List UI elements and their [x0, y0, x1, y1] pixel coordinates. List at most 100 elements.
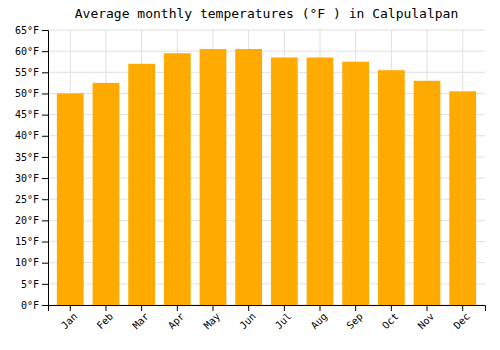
- bar: [57, 93, 84, 305]
- x-tick: Jul: [273, 305, 294, 331]
- y-tick-label: 65°F: [15, 25, 39, 36]
- x-tick-label: Apr: [166, 311, 187, 332]
- x-tick-label: Mar: [130, 311, 151, 332]
- y-tick: 50°F: [15, 88, 48, 99]
- grid-line-y: [48, 30, 485, 31]
- x-tick-mark: [462, 305, 463, 311]
- x-tick-mark: [70, 305, 71, 311]
- y-tick-label: 50°F: [15, 88, 39, 99]
- x-tick-mark: [391, 305, 392, 311]
- y-tick-label: 15°F: [15, 236, 39, 247]
- y-tick-label: 35°F: [15, 152, 39, 163]
- x-tick-mark: [177, 305, 178, 311]
- x-axis-line: [49, 306, 486, 312]
- x-tick: Mar: [130, 305, 151, 331]
- y-tick: 55°F: [15, 67, 48, 78]
- y-tick-mark: [42, 263, 48, 264]
- bar: [200, 49, 227, 305]
- x-tick: Sep: [344, 305, 365, 331]
- y-tick-mark: [42, 178, 48, 179]
- x-tick-label: Feb: [95, 311, 116, 332]
- y-tick-label: 55°F: [15, 67, 39, 78]
- y-axis: 0°F 5°F 10°F 15°F 20°F 25°F 30°F 35°F 40°F 45°F 50…: [15, 25, 49, 311]
- grid: [48, 30, 485, 305]
- x-tick-mark: [320, 305, 321, 311]
- y-tick-mark: [42, 93, 48, 94]
- y-tick: 40°F: [15, 130, 48, 141]
- x-tick-label: May: [202, 311, 223, 332]
- y-tick-mark: [42, 220, 48, 221]
- title: Average monthly temperatures (°F ) in Ca…: [75, 6, 459, 21]
- y-tick-mark: [42, 242, 48, 243]
- y-tick-label: 30°F: [15, 173, 39, 184]
- y-tick: 20°F: [15, 215, 48, 226]
- y-tick-mark: [42, 199, 48, 200]
- y-tick-label: 20°F: [15, 215, 39, 226]
- chart: 0°F 5°F 10°F 15°F 20°F 25°F 30°F 35°F 40°F 45°F 50…: [0, 0, 500, 350]
- x-tick: Jun: [237, 305, 258, 331]
- bar: [414, 81, 441, 305]
- y-tick-mark: [42, 305, 48, 306]
- x-tick-label: Sep: [344, 311, 365, 332]
- y-tick: 35°F: [15, 152, 48, 163]
- y-tick-mark: [42, 115, 48, 116]
- y-tick: 15°F: [15, 236, 48, 247]
- grid-line-y: [48, 72, 485, 73]
- bar: [271, 58, 298, 306]
- y-tick-mark: [42, 157, 48, 158]
- x-tick-label: Jan: [59, 311, 80, 332]
- bar: [342, 62, 369, 305]
- y-tick: 60°F: [15, 46, 48, 57]
- y-tick: 65°F: [15, 25, 48, 36]
- y-tick-label: 5°F: [21, 279, 39, 290]
- x-tick-mark: [427, 305, 428, 311]
- bars: [57, 49, 476, 305]
- x-axis: Jan Feb Mar Apr May Jun Jul Aug Sep Oct Nov Dec: [49, 305, 486, 331]
- y-tick: 30°F: [15, 173, 48, 184]
- x-tick-label: Jul: [273, 311, 294, 332]
- y-tick: 5°F: [21, 279, 48, 290]
- x-tick-label: Nov: [416, 311, 437, 332]
- bar: [378, 70, 405, 305]
- x-tick: Apr: [166, 305, 187, 331]
- y-tick: 25°F: [15, 194, 48, 205]
- bar: [235, 49, 262, 305]
- x-tick-mark: [212, 305, 213, 311]
- x-tick: Aug: [309, 305, 330, 331]
- x-tick-label: Dec: [451, 311, 472, 332]
- y-tick: 10°F: [15, 257, 48, 268]
- y-tick: 45°F: [15, 109, 48, 120]
- grid-line-y: [48, 51, 485, 52]
- y-tick-mark: [42, 136, 48, 137]
- x-tick-mark: [284, 305, 285, 311]
- y-tick-label: 40°F: [15, 130, 39, 141]
- x-tick-label: Jun: [237, 311, 258, 332]
- y-axis-line: [42, 31, 49, 306]
- bar: [164, 53, 191, 305]
- x-tick: Jan: [59, 305, 80, 331]
- bar: [93, 83, 120, 305]
- x-tick: Oct: [380, 305, 401, 331]
- plot: 0°F 5°F 10°F 15°F 20°F 25°F 30°F 35°F 40°F 45°F 50…: [15, 25, 486, 332]
- x-tick: Feb: [95, 305, 116, 331]
- y-tick-mark: [42, 51, 48, 52]
- bar: [307, 58, 334, 306]
- y-tick-label: 60°F: [15, 46, 39, 57]
- x-tick: May: [202, 305, 223, 331]
- x-tick-label: Aug: [309, 311, 330, 332]
- x-tick-mark: [248, 305, 249, 311]
- y-tick-mark: [42, 72, 48, 73]
- x-tick-label: Oct: [380, 311, 401, 332]
- x-tick: Dec: [451, 305, 472, 331]
- y-tick-label: 10°F: [15, 257, 39, 268]
- x-tick-mark: [141, 305, 142, 311]
- y-tick: 0°F: [21, 300, 48, 311]
- y-tick-label: 45°F: [15, 109, 39, 120]
- bar: [449, 91, 476, 305]
- y-tick-label: 25°F: [15, 194, 39, 205]
- bar: [128, 64, 155, 305]
- x-tick: Nov: [416, 305, 437, 331]
- x-tick-mark: [105, 305, 106, 311]
- y-tick-mark: [42, 284, 48, 285]
- y-tick-mark: [42, 30, 48, 31]
